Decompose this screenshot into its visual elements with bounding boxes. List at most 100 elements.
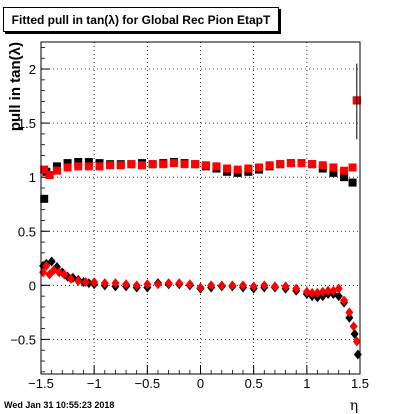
data-point-diamond	[66, 273, 75, 284]
data-point-square	[348, 178, 357, 187]
y-tick-label: 1.5	[18, 116, 36, 131]
data-point-square	[191, 160, 200, 169]
data-point-diamond	[207, 280, 216, 291]
data-point-diamond	[350, 328, 359, 339]
data-point-diamond	[100, 278, 109, 289]
data-point-square	[116, 161, 125, 170]
data-point-diamond	[318, 286, 327, 297]
data-point-square	[244, 164, 253, 173]
x-tick-label: 0.5	[245, 376, 263, 391]
data-point-square	[63, 163, 72, 172]
data-points	[39, 63, 362, 360]
y-tick-label: 0.5	[18, 224, 36, 239]
data-point-square	[286, 159, 295, 168]
data-point-diamond	[281, 281, 290, 292]
data-point-diamond	[349, 321, 358, 332]
data-point-square	[318, 161, 327, 170]
data-point-diamond	[352, 336, 361, 347]
tick-labels: −1.5 −1 −0.5 0 0.5 1 1.5 −0.5 0 0.5 1 1.5 2	[10, 62, 369, 391]
chart-title: Fitted pull in tan(λ) for Global Rec Pio…	[3, 7, 279, 32]
data-point-diamond	[164, 278, 173, 289]
data-point-diamond	[345, 312, 354, 323]
x-tick-label: −0.5	[134, 376, 160, 391]
data-point-diamond	[270, 281, 279, 292]
data-point-diamond	[308, 287, 317, 298]
data-point-diamond	[122, 279, 131, 290]
data-point-square	[40, 165, 49, 174]
data-point-square	[348, 163, 357, 172]
y-tick-label: 2	[29, 62, 36, 77]
data-point-square	[223, 164, 232, 173]
data-point-diamond	[217, 280, 226, 291]
y-tick-label: 0	[29, 278, 36, 293]
data-point-square	[74, 158, 83, 167]
y-tick-label: 1	[29, 170, 36, 185]
data-point-diamond	[302, 286, 311, 297]
data-point-square	[329, 163, 338, 172]
x-tick-label: 1.5	[351, 376, 369, 391]
grid-lines	[40, 42, 361, 374]
data-point-diamond	[260, 280, 269, 291]
data-point-diamond	[249, 281, 258, 292]
data-point-square	[212, 162, 221, 171]
data-point-square	[106, 161, 115, 170]
data-point-square	[265, 161, 274, 170]
data-point-diamond	[175, 278, 184, 289]
data-point-diamond	[353, 349, 362, 360]
data-point-diamond	[90, 277, 99, 288]
data-point-square	[233, 165, 242, 174]
data-point-diamond	[42, 260, 51, 271]
data-point-square	[340, 166, 349, 175]
data-point-diamond	[228, 280, 237, 291]
data-point-square	[276, 160, 285, 169]
data-point-diamond	[74, 275, 83, 286]
data-point-square	[45, 171, 54, 180]
timestamp: Wed Jan 31 10:55:23 2018	[4, 400, 115, 410]
data-point-diamond	[196, 282, 205, 293]
plot-frame	[40, 41, 361, 375]
chart-title-text: Fitted pull in tan(λ) for Global Rec Pio…	[11, 12, 271, 27]
data-point-square	[308, 160, 317, 169]
data-point-diamond	[340, 295, 349, 306]
data-point-diamond	[143, 279, 152, 290]
data-point-square	[138, 161, 147, 170]
data-point-diamond	[324, 285, 333, 296]
data-point-square	[74, 162, 83, 171]
data-point-square	[254, 163, 263, 172]
data-point-square	[84, 158, 93, 167]
data-point-square	[340, 173, 349, 182]
data-point-diamond	[111, 278, 120, 289]
data-point-square	[201, 161, 210, 170]
data-point-square	[169, 159, 178, 168]
axis-ticks	[40, 47, 361, 374]
data-point-diamond	[47, 256, 56, 267]
data-point-square	[84, 162, 93, 171]
data-point-square	[159, 160, 168, 169]
data-point-diamond	[239, 280, 248, 291]
data-point-square	[63, 159, 72, 168]
x-tick-label: 0	[197, 376, 204, 391]
data-point-square	[95, 162, 104, 171]
x-tick-label: −1.5	[28, 376, 54, 391]
data-point-square	[40, 194, 49, 203]
x-axis-label: η	[350, 398, 358, 414]
data-point-square	[127, 160, 136, 169]
data-point-square	[52, 162, 61, 171]
data-point-diamond	[81, 277, 90, 288]
data-point-diamond	[132, 280, 141, 291]
data-point-diamond	[313, 287, 322, 298]
data-point-diamond	[345, 307, 354, 318]
data-point-diamond	[185, 279, 194, 290]
y-axis-label: pull in tan(λ)	[7, 42, 24, 131]
x-tick-label: 1	[303, 376, 310, 391]
data-point-diamond	[334, 291, 343, 302]
y-tick-label: −0.5	[10, 332, 36, 347]
data-point-diamond	[153, 279, 162, 290]
data-point-square	[297, 159, 306, 168]
data-point-square	[180, 160, 189, 169]
data-point-diamond	[292, 283, 301, 294]
data-point-square	[148, 160, 157, 169]
data-point-square	[52, 166, 61, 175]
data-point-diamond	[334, 283, 343, 294]
